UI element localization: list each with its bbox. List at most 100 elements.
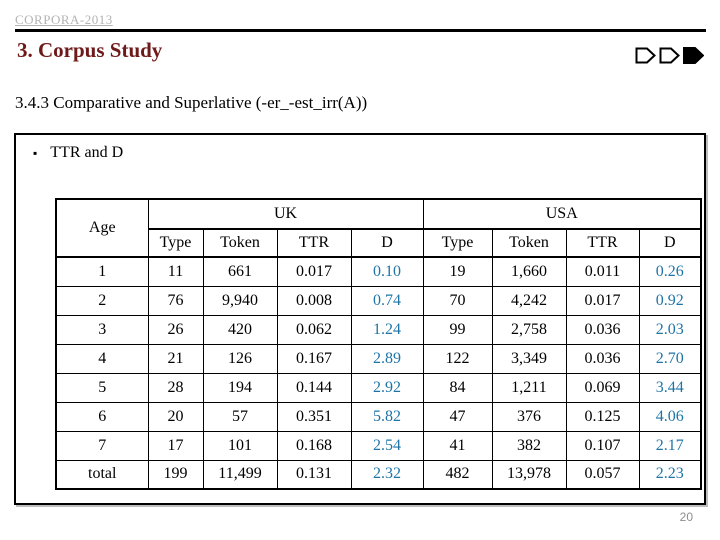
slide-title: 3. Corpus Study	[17, 38, 163, 62]
ttr-cell: 0.144	[276, 372, 352, 403]
group-header-uk: UK	[147, 198, 424, 230]
d-cell: 0.92	[638, 285, 702, 316]
ttr-cell: 0.131	[276, 459, 352, 490]
type-cell: 482	[422, 459, 493, 490]
pentagon-outline-icon	[659, 47, 680, 64]
type-cell: 199	[147, 459, 204, 490]
group-header-usa: USA	[422, 198, 702, 230]
age-cell: total	[55, 459, 149, 490]
token-cell: 420	[202, 314, 278, 345]
type-cell: 122	[422, 343, 493, 374]
table-row: 6 20 57 0.351 5.82 47 376 0.125 4.06	[55, 401, 702, 432]
d-cell: 3.44	[638, 372, 702, 403]
ttr-cell: 0.351	[276, 401, 352, 432]
col-header-ttr: TTR	[565, 228, 640, 258]
ttr-cell: 0.011	[565, 256, 640, 287]
type-cell: 11	[147, 256, 204, 287]
square-bullet-icon: ▪	[33, 146, 38, 160]
pentagon-outline-icon	[635, 47, 656, 64]
d-cell: 5.82	[350, 401, 424, 432]
d-cell: 2.92	[350, 372, 424, 403]
ttr-cell: 0.107	[565, 430, 640, 461]
token-cell: 11,499	[202, 459, 278, 490]
col-header-type: Type	[147, 228, 204, 258]
ttr-cell: 0.168	[276, 430, 352, 461]
type-cell: 20	[147, 401, 204, 432]
page-number: 20	[679, 510, 693, 524]
token-cell: 194	[202, 372, 278, 403]
table-row: 7 17 101 0.168 2.54 41 382 0.107 2.17	[55, 430, 702, 461]
d-cell: 2.17	[638, 430, 702, 461]
d-cell: 0.10	[350, 256, 424, 287]
nav-shapes	[635, 47, 704, 64]
type-cell: 26	[147, 314, 204, 345]
type-cell: 99	[422, 314, 493, 345]
token-cell: 13,978	[491, 459, 567, 490]
type-cell: 84	[422, 372, 493, 403]
age-cell: 6	[55, 401, 149, 432]
type-cell: 47	[422, 401, 493, 432]
age-cell: 5	[55, 372, 149, 403]
col-header-ttr: TTR	[276, 228, 352, 258]
content-box: ▪ TTR and D Age UK USA Type Token TTR D Type Tok…	[14, 133, 706, 505]
col-header-age: Age	[55, 198, 149, 258]
type-cell: 70	[422, 285, 493, 316]
age-cell: 2	[55, 285, 149, 316]
d-cell: 2.54	[350, 430, 424, 461]
token-cell: 2,758	[491, 314, 567, 345]
ttr-cell: 0.017	[565, 285, 640, 316]
age-cell: 7	[55, 430, 149, 461]
age-cell: 1	[55, 256, 149, 287]
table-row: 2 76 9,940 0.008 0.74 70 4,242 0.017 0.92	[55, 285, 702, 316]
d-cell: 4.06	[638, 401, 702, 432]
col-header-type: Type	[422, 228, 493, 258]
d-cell: 0.74	[350, 285, 424, 316]
table-row: 1 11 661 0.017 0.10 19 1,660 0.011 0.26	[55, 256, 702, 287]
type-cell: 76	[147, 285, 204, 316]
age-cell: 4	[55, 343, 149, 374]
d-cell: 2.70	[638, 343, 702, 374]
token-cell: 661	[202, 256, 278, 287]
table-head: Age UK USA Type Token TTR D Type Token TTR D	[55, 198, 702, 258]
table-row: 3 26 420 0.062 1.24 99 2,758 0.036 2.03	[55, 314, 702, 345]
token-cell: 1,660	[491, 256, 567, 287]
section-subtitle: 3.4.3 Comparative and Superlative (-er_-…	[15, 93, 368, 112]
age-cell: 3	[55, 314, 149, 345]
ttr-cell: 0.008	[276, 285, 352, 316]
watermark-text: CORPORA-2013	[15, 12, 113, 27]
bullet-text: TTR and D	[50, 144, 124, 161]
ttr-cell: 0.062	[276, 314, 352, 345]
col-header-d: D	[638, 228, 702, 258]
d-cell: 2.03	[638, 314, 702, 345]
type-cell: 28	[147, 372, 204, 403]
type-cell: 41	[422, 430, 493, 461]
token-cell: 4,242	[491, 285, 567, 316]
table-body: 1 11 661 0.017 0.10 19 1,660 0.011 0.26 2 76 9,940 0…	[55, 256, 702, 490]
table-row: total 199 11,499 0.131 2.32 482 13,978 0.057 2.2…	[55, 459, 702, 490]
token-cell: 57	[202, 401, 278, 432]
col-header-d: D	[350, 228, 424, 258]
table-row: 5 28 194 0.144 2.92 84 1,211 0.069 3.44	[55, 372, 702, 403]
type-cell: 21	[147, 343, 204, 374]
token-cell: 3,349	[491, 343, 567, 374]
ttr-d-table: Age UK USA Type Token TTR D Type Token TTR D 1 11 66…	[55, 198, 702, 490]
d-cell: 1.24	[350, 314, 424, 345]
type-cell: 19	[422, 256, 493, 287]
ttr-cell: 0.069	[565, 372, 640, 403]
token-cell: 376	[491, 401, 567, 432]
ttr-cell: 0.057	[565, 459, 640, 490]
ttr-cell: 0.036	[565, 314, 640, 345]
token-cell: 1,211	[491, 372, 567, 403]
d-cell: 2.32	[350, 459, 424, 490]
header-rule	[15, 29, 706, 32]
d-cell: 2.89	[350, 343, 424, 374]
token-cell: 382	[491, 430, 567, 461]
ttr-cell: 0.017	[276, 256, 352, 287]
table-row: 4 21 126 0.167 2.89 122 3,349 0.036 2.70	[55, 343, 702, 374]
col-header-token: Token	[202, 228, 278, 258]
ttr-cell: 0.167	[276, 343, 352, 374]
d-cell: 2.23	[638, 459, 702, 490]
type-cell: 17	[147, 430, 204, 461]
col-header-token: Token	[491, 228, 567, 258]
